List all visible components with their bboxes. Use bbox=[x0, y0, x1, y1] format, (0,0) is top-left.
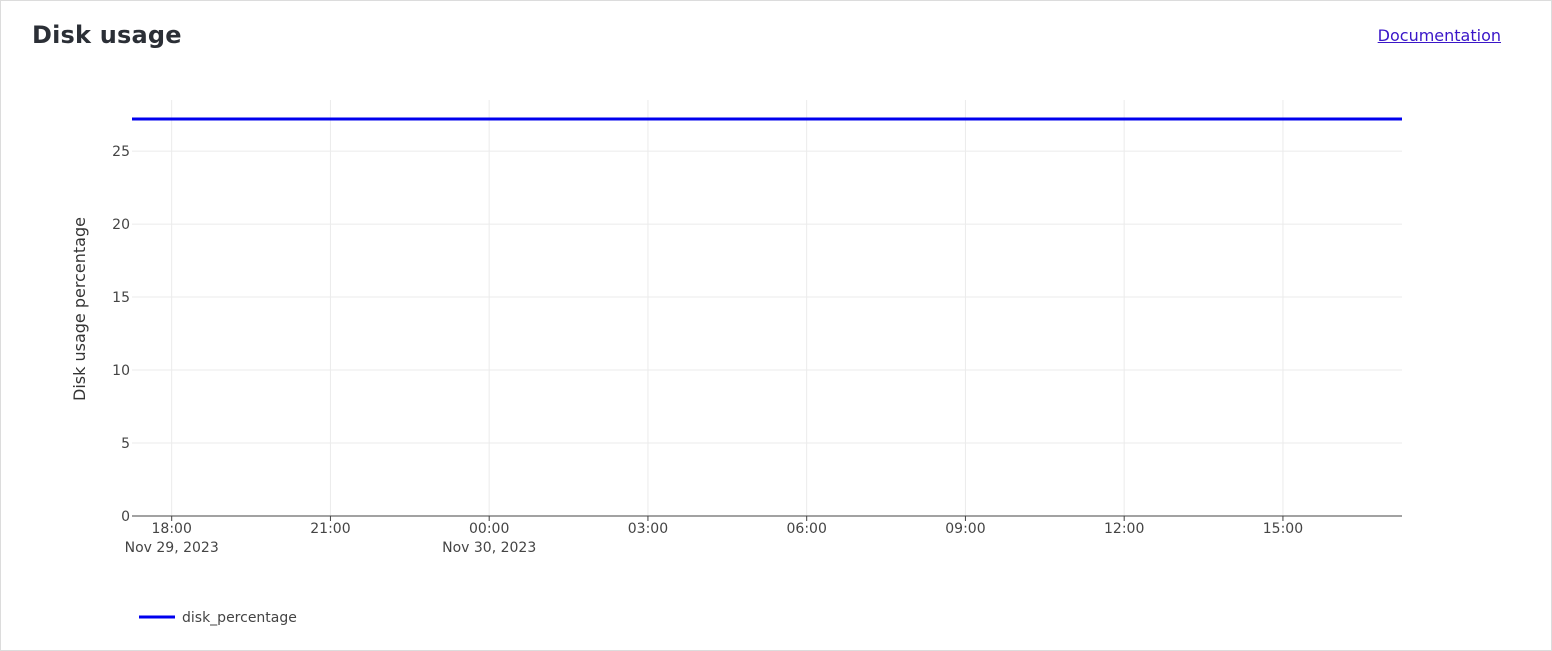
axis-labels: Disk usage percentage bbox=[70, 217, 89, 401]
y-tick-label: 5 bbox=[121, 436, 130, 452]
x-tick-sublabel: Nov 29, 2023 bbox=[125, 540, 219, 556]
y-tick-label: 10 bbox=[112, 363, 130, 379]
x-tick-label: 12:00 bbox=[1104, 521, 1144, 537]
legend[interactable]: disk_percentage bbox=[139, 610, 297, 626]
page-title: Disk usage bbox=[32, 21, 182, 49]
legend-label: disk_percentage bbox=[182, 610, 297, 626]
x-tick-label: 06:00 bbox=[787, 521, 827, 537]
x-tick-label: 09:00 bbox=[945, 521, 985, 537]
x-tick-sublabel: Nov 30, 2023 bbox=[442, 540, 536, 556]
y-tick-label: 15 bbox=[112, 290, 130, 306]
x-tick-label: 00:00 bbox=[469, 521, 509, 537]
x-tick-label: 21:00 bbox=[310, 521, 350, 537]
x-tick-label: 18:00 bbox=[152, 521, 192, 537]
y-tick-label: 25 bbox=[112, 144, 130, 160]
axes: 0 5 10 15 20 25 18:00 Nov 29, 2023 21:00 00:00 Nov… bbox=[112, 144, 1402, 556]
y-axis-label: Disk usage percentage bbox=[70, 217, 89, 401]
y-tick-label: 20 bbox=[112, 217, 130, 233]
documentation-link[interactable]: Documentation bbox=[1377, 26, 1501, 45]
x-tick-label: 15:00 bbox=[1263, 521, 1303, 537]
x-tick-label: 03:00 bbox=[628, 521, 668, 537]
grid-lines bbox=[132, 100, 1402, 516]
y-tick-label: 0 bbox=[121, 509, 130, 525]
